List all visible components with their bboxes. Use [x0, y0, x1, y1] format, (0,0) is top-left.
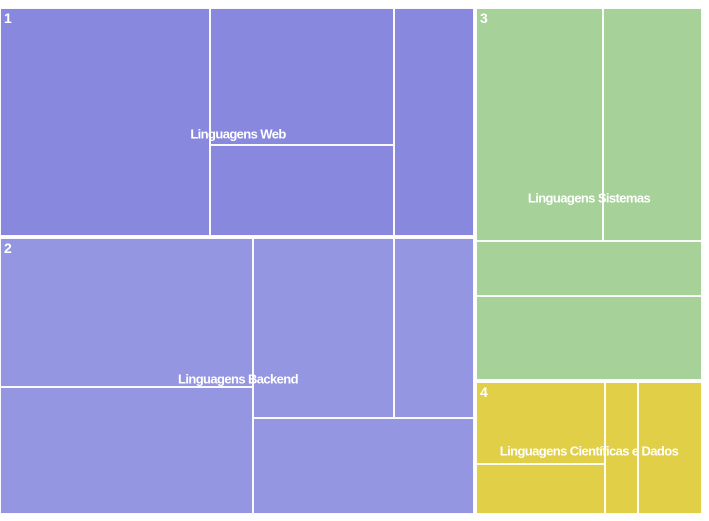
group-linguagens-backend[interactable]: 2 Linguagens Backend	[0, 238, 474, 514]
treemap-leaf[interactable]	[394, 8, 474, 236]
treemap-leaf[interactable]	[476, 241, 702, 296]
group-label: Linguagens Web	[190, 126, 286, 142]
treemap-leaf[interactable]	[210, 8, 394, 145]
treemap-leaf[interactable]	[253, 238, 394, 418]
treemap-leaf[interactable]	[0, 387, 253, 514]
treemap-leaf[interactable]	[253, 418, 474, 514]
treemap-leaf[interactable]	[476, 296, 702, 380]
group-linguagens-web[interactable]: 1 Linguagens Web	[0, 8, 474, 236]
treemap-leaf[interactable]	[210, 145, 394, 236]
treemap-leaf[interactable]	[476, 8, 603, 241]
group-label: Linguagens Científicas e Dados	[499, 443, 679, 459]
group-number: 4	[480, 384, 488, 400]
treemap-leaf[interactable]	[394, 238, 474, 418]
group-label: Linguagens Sistemas	[527, 190, 651, 206]
treemap-leaf[interactable]	[476, 464, 605, 514]
group-linguagens-cientificas-e-dados[interactable]: 4 Linguagens Científicas e Dados	[476, 382, 702, 514]
treemap-leaf[interactable]	[605, 382, 638, 514]
group-number: 2	[4, 240, 12, 256]
treemap-leaf[interactable]	[476, 382, 605, 464]
group-number: 1	[4, 10, 12, 26]
group-number: 3	[480, 10, 488, 26]
group-label: Linguagens Backend	[178, 371, 299, 387]
treemap-leaf[interactable]	[0, 8, 210, 236]
treemap-leaf[interactable]	[603, 8, 702, 241]
treemap-leaf[interactable]	[638, 382, 702, 514]
treemap-leaf[interactable]	[0, 238, 253, 387]
group-linguagens-sistemas[interactable]: 3 Linguagens Sistemas	[476, 8, 702, 380]
